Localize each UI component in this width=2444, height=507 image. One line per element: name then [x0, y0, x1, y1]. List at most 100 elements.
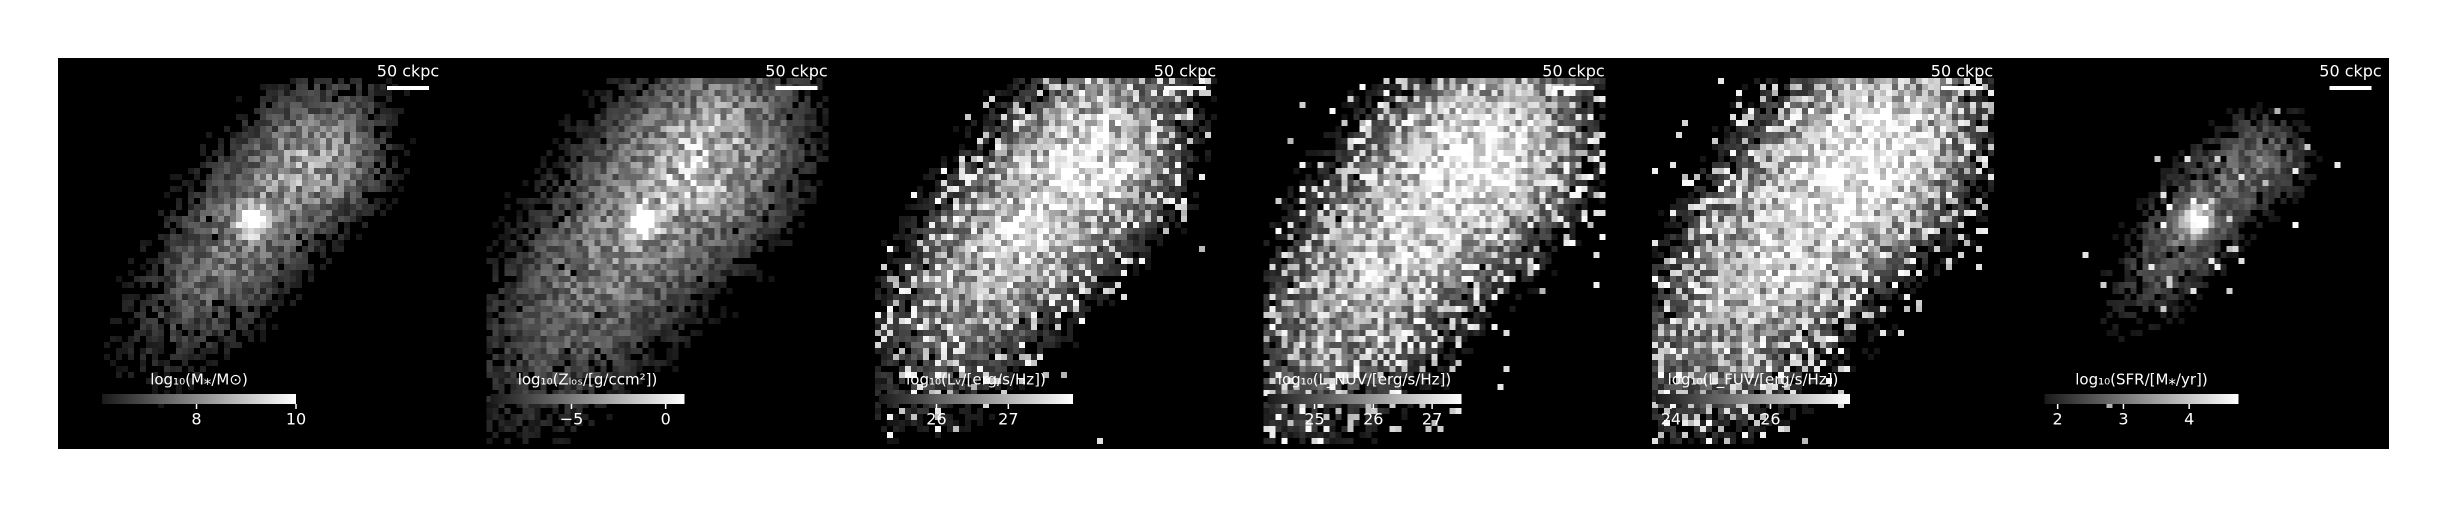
pixel	[606, 78, 613, 84]
pixel	[164, 246, 170, 252]
pixel	[224, 222, 230, 228]
pixel	[678, 78, 685, 84]
pixel	[212, 216, 218, 222]
pixel	[989, 162, 995, 168]
pixel	[212, 330, 218, 336]
pixel	[1079, 264, 1085, 270]
pixel	[684, 168, 691, 174]
pixel	[612, 318, 619, 324]
pixel	[284, 120, 290, 126]
pixel	[266, 168, 272, 174]
pixel	[666, 252, 673, 258]
pixel	[1121, 132, 1127, 138]
pixel	[1019, 222, 1025, 228]
pixel	[278, 84, 284, 90]
pixel	[911, 264, 917, 270]
pixel	[732, 192, 739, 198]
pixel	[326, 102, 332, 108]
pixel	[1097, 210, 1103, 216]
pixel	[1055, 288, 1061, 294]
pixel	[212, 192, 218, 198]
pixel	[230, 198, 236, 204]
pixel	[558, 354, 565, 360]
pixel	[714, 180, 721, 186]
pixel	[1013, 162, 1019, 168]
pixel	[1025, 168, 1031, 174]
pixel	[642, 270, 649, 276]
pixel	[170, 276, 176, 282]
pixel	[362, 186, 368, 192]
pixel	[1115, 180, 1121, 186]
pixel	[492, 408, 499, 414]
pixel	[1061, 180, 1067, 186]
pixel	[504, 354, 511, 360]
pixel	[612, 378, 619, 384]
pixel	[504, 222, 511, 228]
pixel	[666, 108, 673, 114]
pixel	[672, 330, 679, 336]
pixel	[1109, 282, 1115, 288]
pixel	[1073, 162, 1079, 168]
pixel	[624, 210, 631, 216]
pixel	[995, 210, 1001, 216]
pixel	[284, 222, 290, 228]
pixel	[326, 114, 332, 120]
pixel	[1157, 150, 1163, 156]
pixel	[953, 288, 959, 294]
pixel	[1025, 312, 1031, 318]
pixel	[170, 234, 176, 240]
pixel	[152, 294, 158, 300]
pixel	[1001, 342, 1007, 348]
pixel	[486, 258, 493, 264]
pixel	[911, 258, 917, 264]
pixel	[1049, 318, 1055, 324]
pixel	[1001, 312, 1007, 318]
pixel	[260, 174, 266, 180]
pixel	[600, 156, 607, 162]
pixel	[696, 282, 703, 288]
pixel	[678, 168, 685, 174]
pixel	[989, 210, 995, 216]
pixel	[983, 270, 989, 276]
pixel	[971, 282, 977, 288]
pixel	[386, 78, 392, 84]
pixel	[362, 180, 368, 186]
pixel	[995, 312, 1001, 318]
pixel	[1025, 258, 1031, 264]
pixel	[660, 330, 667, 336]
pixel	[774, 114, 781, 120]
pixel	[1007, 192, 1013, 198]
pixel	[666, 258, 673, 264]
pixel	[558, 198, 565, 204]
pixel	[552, 402, 559, 408]
pixel	[1001, 174, 1007, 180]
pixel	[236, 294, 242, 300]
pixel	[1061, 192, 1067, 198]
pixel	[528, 282, 535, 288]
pixel	[822, 108, 829, 114]
pixel	[911, 216, 917, 222]
pixel	[176, 336, 182, 342]
pixel	[810, 108, 817, 114]
pixel	[308, 192, 314, 198]
pixel	[1061, 144, 1067, 150]
pixel	[516, 342, 523, 348]
pixel	[504, 408, 511, 414]
pixel	[995, 222, 1001, 228]
pixel	[504, 378, 511, 384]
pixel	[564, 354, 571, 360]
pixel	[218, 216, 224, 222]
pixel	[182, 318, 188, 324]
pixel	[971, 192, 977, 198]
pixel	[284, 150, 290, 156]
pixel	[1055, 312, 1061, 318]
pixel	[278, 198, 284, 204]
pixel	[516, 414, 523, 420]
pixel	[224, 258, 230, 264]
pixel	[714, 252, 721, 258]
pixel	[1061, 132, 1067, 138]
pixel	[1103, 162, 1109, 168]
pixel	[338, 138, 344, 144]
pixel	[935, 258, 941, 264]
pixel	[248, 258, 254, 264]
